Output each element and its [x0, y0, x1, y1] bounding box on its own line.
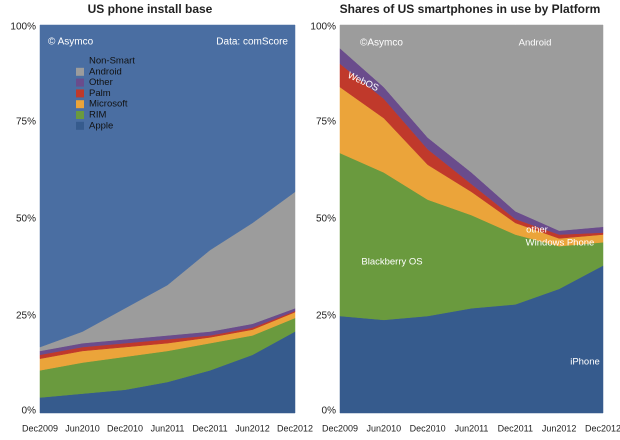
area [39, 24, 296, 348]
chart-title: Shares of US smartphones in use by Platf… [340, 2, 601, 16]
y-tick-label: 75% [316, 117, 336, 128]
x-tick-label: Dec2011 [192, 423, 227, 433]
series-label: Android [519, 38, 552, 49]
x-tick-label: Dec2009 [322, 423, 358, 433]
legend-label: Microsoft [89, 99, 128, 110]
x-tick-label: Dec2011 [498, 423, 533, 433]
legend-swatch [76, 57, 84, 65]
legend-swatch [76, 121, 84, 130]
legend-label: Palm [89, 88, 111, 99]
y-tick-label: 0% [322, 406, 337, 417]
x-tick-label: Dec2012 [585, 423, 620, 433]
y-tick-label: 25% [16, 311, 36, 322]
legend-swatch [76, 78, 84, 87]
legend-label: Non-Smart [89, 56, 135, 67]
legend-swatch [76, 89, 84, 98]
y-tick-label: 75% [16, 117, 36, 128]
annotation: ©Asymco [360, 38, 403, 49]
chart-title: US phone install base [88, 2, 213, 16]
area [339, 24, 604, 231]
annotation: © Asymco [48, 37, 94, 48]
legend-label: Other [89, 77, 113, 88]
series-label: iPhone [570, 357, 600, 368]
y-tick-label: 50% [16, 214, 36, 225]
x-tick-label: Jun2012 [542, 423, 577, 433]
legend-label: Android [89, 66, 122, 77]
x-tick-label: Jun2010 [367, 423, 402, 433]
legend-label: Apple [89, 120, 113, 131]
annotation: Data: comScore [216, 37, 288, 48]
x-tick-label: Dec2010 [107, 423, 143, 433]
y-tick-label: 100% [310, 22, 336, 33]
series-label: Windows Phone [526, 238, 595, 249]
x-tick-label: Jun2011 [151, 423, 185, 433]
y-tick-label: 50% [316, 214, 336, 225]
y-tick-label: 25% [316, 311, 336, 322]
y-tick-label: 0% [22, 406, 37, 417]
legend-swatch [76, 111, 84, 119]
legend-swatch [76, 67, 84, 76]
y-tick-label: 100% [10, 22, 36, 33]
x-tick-label: Dec2010 [410, 423, 446, 433]
legend-label: RIM [89, 110, 107, 121]
series-label: Blackberry OS [361, 257, 422, 268]
x-tick-label: Dec2009 [22, 423, 58, 433]
x-tick-label: Jun2011 [455, 423, 489, 433]
series-label: other [526, 225, 548, 236]
legend-swatch [76, 100, 84, 109]
x-tick-label: Jun2012 [235, 423, 270, 433]
x-tick-label: Jun2010 [65, 423, 100, 433]
x-tick-label: Dec2012 [277, 423, 313, 433]
